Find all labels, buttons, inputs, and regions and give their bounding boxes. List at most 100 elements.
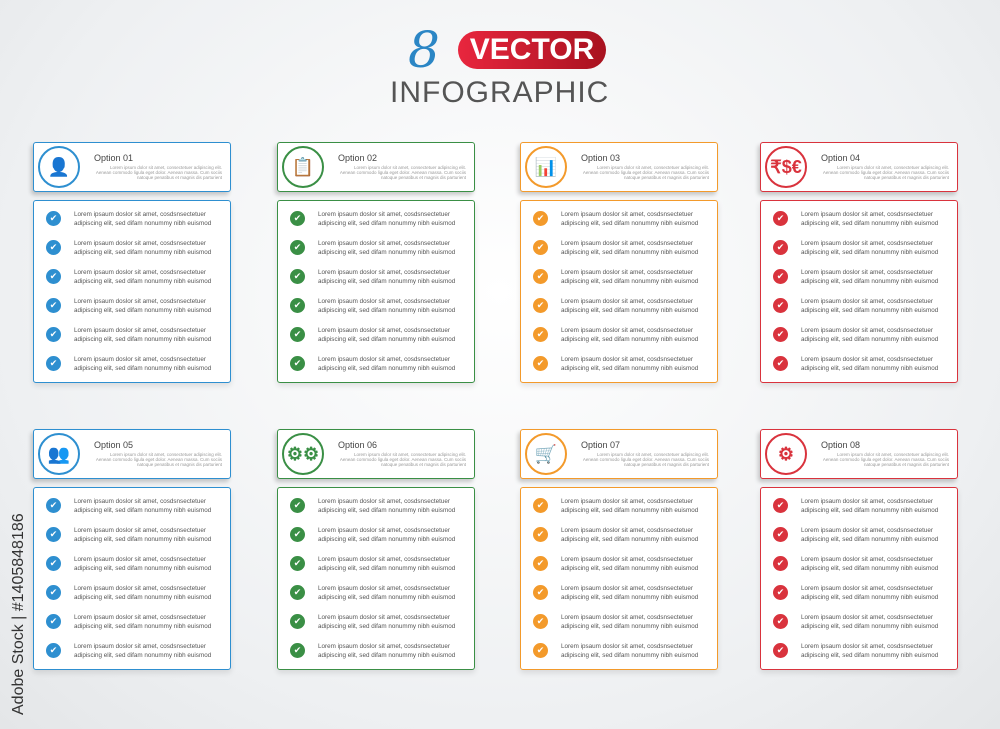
- check-icon: ✔: [773, 585, 788, 600]
- list-item-text: Lorem ipsaum doslor sit amet, cosdsnsect…: [561, 269, 699, 285]
- list-item-text: Lorem ipsaum doslor sit amet, cosdsnsect…: [801, 327, 939, 343]
- list-item: ✔ Lorem ipsaum doslor sit amet, cosdsnse…: [290, 267, 470, 287]
- check-icon: ✔: [773, 269, 788, 284]
- list-item: ✔ Lorem ipsaum doslor sit amet, cosdsnse…: [290, 641, 470, 661]
- list-item-text: Lorem ipsaum doslor sit amet, cosdsnsect…: [801, 614, 939, 630]
- list-item: ✔ Lorem ipsaum doslor sit amet, cosdsnse…: [773, 296, 953, 316]
- list-item: ✔ Lorem ipsaum doslor sit amet, cosdsnse…: [773, 354, 953, 374]
- check-icon: ✔: [533, 327, 548, 342]
- check-icon: ✔: [290, 269, 305, 284]
- list-item-text: Lorem ipsaum doslor sit amet, cosdsnsect…: [801, 498, 939, 514]
- option-description: Lorem ipsum dolor sit amet, consectetuer…: [95, 165, 222, 180]
- bar-chart-icon: 📊: [525, 146, 567, 188]
- list-item: ✔ Lorem ipsaum doslor sit amet, cosdsnse…: [773, 209, 953, 229]
- check-icon: ✔: [290, 298, 305, 313]
- option-description: Lorem ipsum dolor sit amet, consectetuer…: [95, 452, 222, 467]
- check-icon: ✔: [290, 498, 305, 513]
- list-item-text: Lorem ipsaum doslor sit amet, cosdsnsect…: [801, 240, 939, 256]
- check-icon: ✔: [773, 614, 788, 629]
- check-icon: ✔: [773, 211, 788, 226]
- check-icon: ✔: [290, 356, 305, 371]
- list-item-text: Lorem ipsaum doslor sit amet, cosdsnsect…: [318, 298, 456, 314]
- list-item: ✔ Lorem ipsaum doslor sit amet, cosdsnse…: [290, 583, 470, 603]
- list-item: ✔ Lorem ipsaum doslor sit amet, cosdsnse…: [533, 296, 713, 316]
- list-item: ✔ Lorem ipsaum doslor sit amet, cosdsnse…: [290, 496, 470, 516]
- list-item-text: Lorem ipsaum doslor sit amet, cosdsnsect…: [561, 585, 699, 601]
- list-item: ✔ Lorem ipsaum doslor sit amet, cosdsnse…: [773, 238, 953, 258]
- list-item-text: Lorem ipsaum doslor sit amet, cosdsnsect…: [74, 356, 212, 372]
- list-item: ✔ Lorem ipsaum doslor sit amet, cosdsnse…: [46, 583, 226, 603]
- list-item: ✔ Lorem ipsaum doslor sit amet, cosdsnse…: [533, 267, 713, 287]
- list-item: ✔ Lorem ipsaum doslor sit amet, cosdsnse…: [533, 496, 713, 516]
- check-icon: ✔: [290, 614, 305, 629]
- check-icon: ✔: [46, 614, 61, 629]
- option-list: ✔ Lorem ipsaum doslor sit amet, cosdsnse…: [33, 200, 231, 383]
- option-label: Option 06: [338, 440, 378, 450]
- option-description: Lorem ipsum dolor sit amet, consectetuer…: [582, 452, 709, 467]
- list-item-text: Lorem ipsaum doslor sit amet, cosdsnsect…: [318, 356, 456, 372]
- person-broadcast-icon: 👤: [38, 146, 80, 188]
- title-subtitle: INFOGRAPHIC: [390, 76, 610, 109]
- list-item: ✔ Lorem ipsaum doslor sit amet, cosdsnse…: [290, 612, 470, 632]
- list-item-text: Lorem ipsaum doslor sit amet, cosdsnsect…: [561, 298, 699, 314]
- check-icon: ✔: [533, 298, 548, 313]
- list-item-text: Lorem ipsaum doslor sit amet, cosdsnsect…: [74, 614, 212, 630]
- list-item-text: Lorem ipsaum doslor sit amet, cosdsnsect…: [561, 240, 699, 256]
- list-item: ✔ Lorem ipsaum doslor sit amet, cosdsnse…: [773, 554, 953, 574]
- option-header: 📊 Option 03 Lorem ipsum dolor sit amet, …: [520, 142, 718, 192]
- list-item-text: Lorem ipsaum doslor sit amet, cosdsnsect…: [74, 527, 212, 543]
- check-icon: ✔: [773, 556, 788, 571]
- list-item: ✔ Lorem ipsaum doslor sit amet, cosdsnse…: [46, 525, 226, 545]
- list-item-text: Lorem ipsaum doslor sit amet, cosdsnsect…: [318, 498, 456, 514]
- list-item: ✔ Lorem ipsaum doslor sit amet, cosdsnse…: [46, 267, 226, 287]
- option-description: Lorem ipsum dolor sit amet, consectetuer…: [582, 165, 709, 180]
- check-icon: ✔: [290, 327, 305, 342]
- list-item: ✔ Lorem ipsaum doslor sit amet, cosdsnse…: [290, 554, 470, 574]
- list-item-text: Lorem ipsaum doslor sit amet, cosdsnsect…: [561, 356, 699, 372]
- option-header: 👤 Option 01 Lorem ipsum dolor sit amet, …: [33, 142, 231, 192]
- check-icon: ✔: [46, 240, 61, 255]
- option-header: ⚙ Option 08 Lorem ipsum dolor sit amet, …: [760, 429, 958, 479]
- option-label: Option 08: [821, 440, 861, 450]
- option-description: Lorem ipsum dolor sit amet, consectetuer…: [339, 452, 466, 467]
- list-item-text: Lorem ipsaum doslor sit amet, cosdsnsect…: [801, 356, 939, 372]
- watermark: Adobe Stock | #1405848186: [10, 513, 27, 715]
- list-item: ✔ Lorem ipsaum doslor sit amet, cosdsnse…: [46, 641, 226, 661]
- option-label: Option 02: [338, 153, 378, 163]
- check-icon: ✔: [773, 643, 788, 658]
- option-list: ✔ Lorem ipsaum doslor sit amet, cosdsnse…: [520, 487, 718, 670]
- check-icon: ✔: [46, 298, 61, 313]
- check-icon: ✔: [533, 269, 548, 284]
- list-item-text: Lorem ipsaum doslor sit amet, cosdsnsect…: [318, 327, 456, 343]
- list-item-text: Lorem ipsaum doslor sit amet, cosdsnsect…: [801, 211, 939, 227]
- option-list: ✔ Lorem ipsaum doslor sit amet, cosdsnse…: [277, 487, 475, 670]
- option-label: Option 04: [821, 153, 861, 163]
- option-label: Option 07: [581, 440, 621, 450]
- option-header: ₹$€ Option 04 Lorem ipsum dolor sit amet…: [760, 142, 958, 192]
- gear-heart-icon: ⚙: [765, 433, 807, 475]
- list-item: ✔ Lorem ipsaum doslor sit amet, cosdsnse…: [533, 641, 713, 661]
- option-label: Option 01: [94, 153, 134, 163]
- check-icon: ✔: [46, 527, 61, 542]
- currency-icon: ₹$€: [765, 146, 807, 188]
- list-item: ✔ Lorem ipsaum doslor sit amet, cosdsnse…: [46, 496, 226, 516]
- list-item: ✔ Lorem ipsaum doslor sit amet, cosdsnse…: [46, 238, 226, 258]
- list-item: ✔ Lorem ipsaum doslor sit amet, cosdsnse…: [533, 554, 713, 574]
- list-item-text: Lorem ipsaum doslor sit amet, cosdsnsect…: [74, 269, 212, 285]
- list-item-text: Lorem ipsaum doslor sit amet, cosdsnsect…: [318, 527, 456, 543]
- list-item: ✔ Lorem ipsaum doslor sit amet, cosdsnse…: [46, 209, 226, 229]
- check-icon: ✔: [46, 556, 61, 571]
- option-list: ✔ Lorem ipsaum doslor sit amet, cosdsnse…: [33, 487, 231, 670]
- check-icon: ✔: [773, 498, 788, 513]
- check-icon: ✔: [773, 327, 788, 342]
- option-description: Lorem ipsum dolor sit amet, consectetuer…: [822, 165, 949, 180]
- option-header: 📋 Option 02 Lorem ipsum dolor sit amet, …: [277, 142, 475, 192]
- list-item: ✔ Lorem ipsaum doslor sit amet, cosdsnse…: [533, 525, 713, 545]
- list-item-text: Lorem ipsaum doslor sit amet, cosdsnsect…: [561, 498, 699, 514]
- check-icon: ✔: [773, 356, 788, 371]
- check-icon: ✔: [533, 527, 548, 542]
- list-item: ✔ Lorem ipsaum doslor sit amet, cosdsnse…: [46, 325, 226, 345]
- title-badge: VECTOR: [458, 31, 606, 69]
- list-item: ✔ Lorem ipsaum doslor sit amet, cosdsnse…: [773, 325, 953, 345]
- check-icon: ✔: [533, 643, 548, 658]
